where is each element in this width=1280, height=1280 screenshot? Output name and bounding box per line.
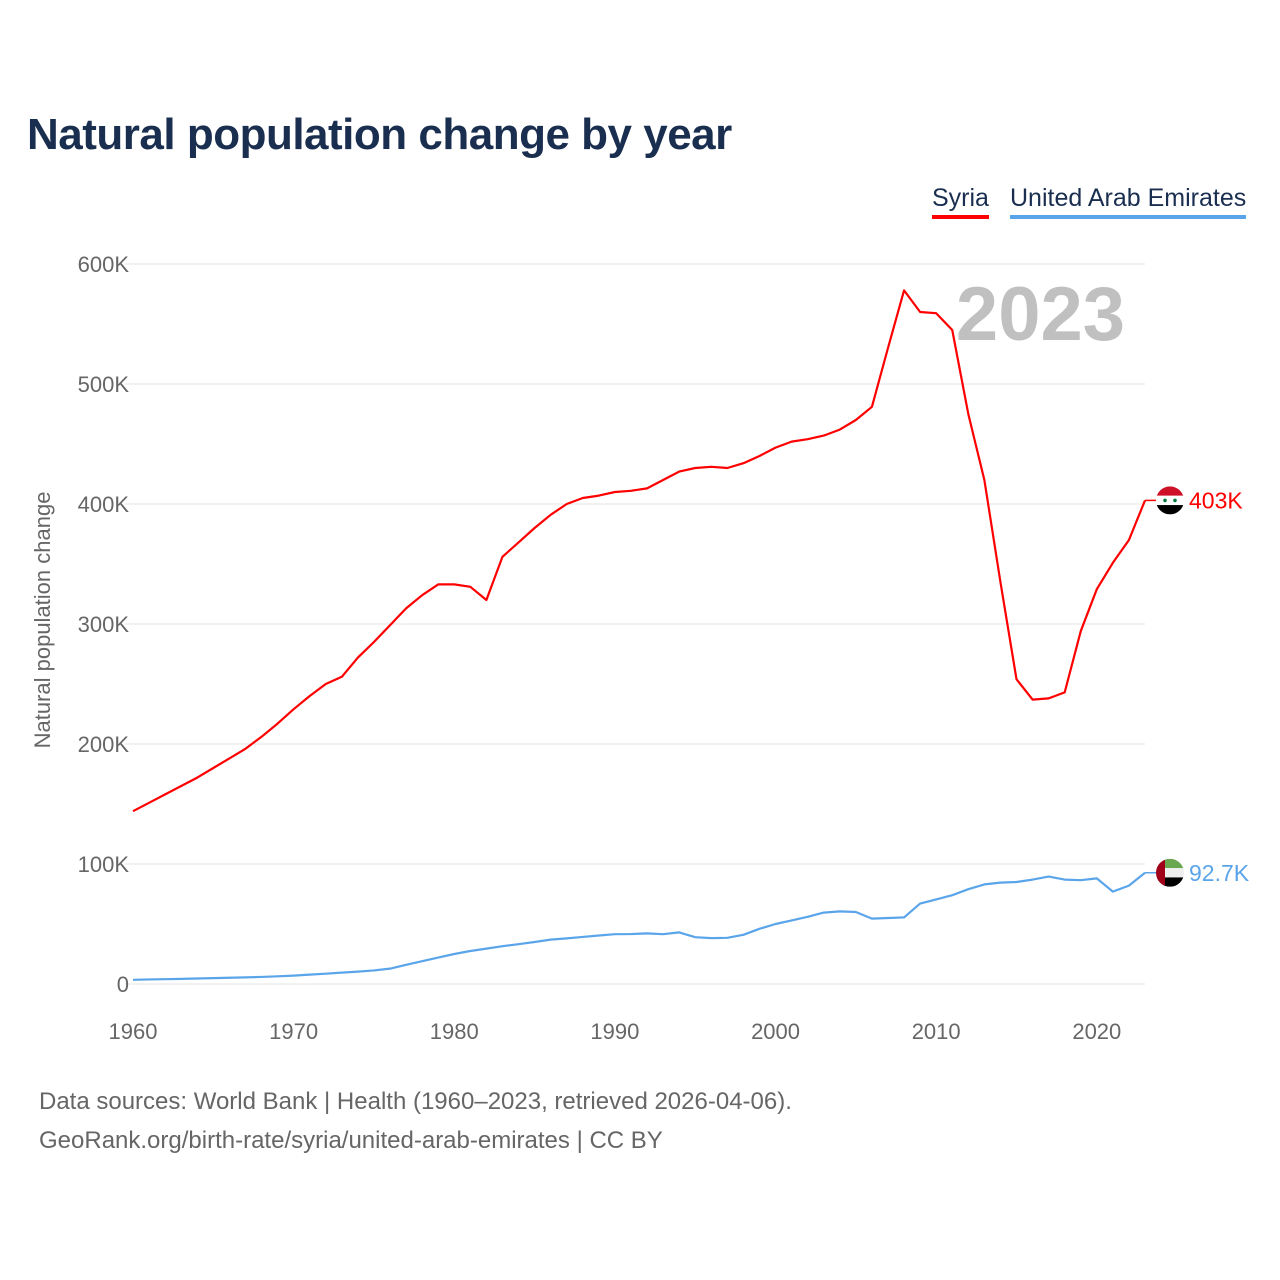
x-tick-label: 2010 [912,1019,961,1044]
x-tick-label: 1980 [430,1019,479,1044]
series-line-united-arab-emirates [132,871,1146,981]
y-tick-label: 0 [117,972,129,997]
source-text: Data sources: World Bank | Health (1960–… [39,1088,792,1115]
x-tick-label: 1960 [109,1019,158,1044]
legend-syria[interactable]: Syria [932,184,989,219]
chart-title: Natural population change by year [27,110,732,159]
year-watermark: 2023 [956,272,1125,357]
series-line-syria [132,289,1147,813]
x-tick-label: 1970 [269,1019,318,1044]
y-tick-label: 400K [78,492,130,517]
y-tick-label: 100K [78,852,130,877]
uae-flag-icon [1156,858,1184,887]
syria-flag-icon [1156,486,1184,515]
x-tick-label: 1990 [590,1019,639,1044]
legend-uae[interactable]: United Arab Emirates [1010,184,1247,219]
x-tick-label: 2000 [751,1019,800,1044]
y-axis-label: Natural population change [30,492,55,749]
y-tick-label: 500K [78,372,130,397]
y-tick-label: 300K [78,612,130,637]
x-tick-label: 2020 [1072,1019,1121,1044]
y-tick-label: 600K [78,252,130,277]
end-value-label: 403K [1189,487,1243,513]
end-value-label: 92.7K [1189,860,1250,886]
source-link[interactable]: GeoRank.org/birth-rate/syria/united-arab… [39,1127,663,1154]
y-tick-label: 200K [78,732,130,757]
